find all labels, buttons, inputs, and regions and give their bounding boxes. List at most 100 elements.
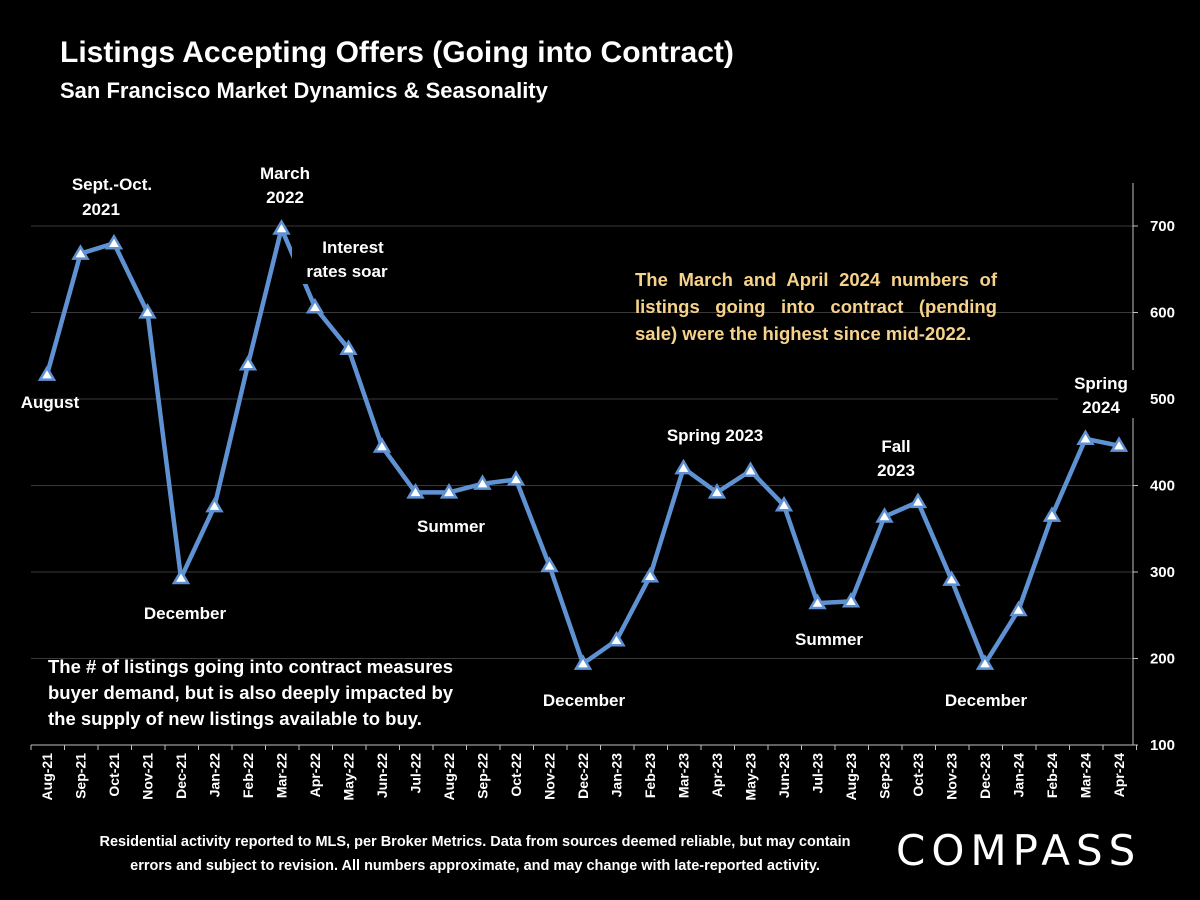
data-point-marker — [1009, 600, 1028, 617]
annotation-label: Spring — [1074, 374, 1128, 393]
annotation-backdrop — [292, 240, 404, 284]
annotation-label: Sept.-Oct. — [72, 175, 152, 194]
data-point-marker — [573, 654, 593, 670]
y-tick-label: 200 — [1150, 651, 1175, 668]
data-point-marker — [741, 461, 760, 477]
annotation-label: December — [543, 691, 626, 710]
annotation-label: Interest — [322, 238, 384, 257]
data-point-marker — [238, 354, 258, 371]
data-point-marker — [707, 482, 727, 499]
data-point-marker — [1109, 436, 1129, 452]
footer-line-1: Residential activity reported to MLS, pe… — [99, 834, 851, 850]
annotation-backdrop — [1058, 370, 1144, 418]
annotations: August Sept.-Oct. 2021 December March 2022 Int… — [21, 164, 1144, 710]
x-tick-label: Apr-24 — [1111, 753, 1127, 798]
x-tick-label: Jan-22 — [207, 753, 223, 798]
data-point-marker — [640, 566, 660, 583]
y-axis-ticks: 100 200 300 400 500 600 700 — [1133, 218, 1175, 754]
data-point-marker — [71, 244, 90, 260]
annotation-label: rates soar — [306, 262, 388, 281]
data-point-marker — [1042, 506, 1062, 522]
x-tick-label: Feb-23 — [642, 753, 658, 798]
y-tick-label: 500 — [1150, 391, 1175, 408]
chart-subtitle: San Francisco Market Dynamics & Seasonal… — [60, 78, 548, 103]
data-point-marker — [272, 219, 291, 235]
data-point-marker — [506, 469, 526, 486]
y-tick-label: 700 — [1150, 218, 1175, 235]
annotation-label: December — [945, 691, 1028, 710]
data-point-marker — [339, 339, 358, 355]
x-tick-label: Oct-22 — [508, 753, 524, 797]
callout-note-explainer: The # of listings going into contract me… — [48, 656, 454, 729]
x-tick-label: Jan-23 — [609, 753, 625, 798]
annotation-label: Summer — [795, 630, 863, 649]
x-tick-label: Apr-23 — [709, 753, 725, 798]
data-point-marker — [942, 570, 961, 586]
annotation-label: August — [21, 393, 80, 412]
x-tick-label: Dec-22 — [575, 753, 591, 799]
annotation-label: 2022 — [266, 188, 304, 207]
x-tick-label: Nov-22 — [542, 753, 558, 800]
x-tick-label: Sep-23 — [877, 753, 893, 799]
axes — [31, 183, 1134, 746]
data-point-marker — [171, 568, 191, 585]
annotation-label: 2023 — [877, 461, 915, 480]
data-point-marker — [540, 556, 559, 573]
annotation-label: March — [260, 164, 310, 183]
x-tick-label: Aug-21 — [39, 753, 55, 801]
data-point-marker — [439, 482, 459, 499]
annotation-label: Fall — [881, 437, 910, 456]
footer-disclaimer: Residential activity reported to MLS, pe… — [60, 830, 890, 878]
y-tick-label: 100 — [1150, 737, 1175, 754]
data-point-marker — [975, 654, 995, 670]
y-tick-label: 400 — [1150, 478, 1175, 495]
data-point-marker — [674, 458, 693, 475]
data-point-marker — [841, 591, 861, 608]
data-point-marker — [774, 495, 794, 512]
annotation-label: 2024 — [1082, 398, 1120, 417]
data-point-marker — [205, 496, 224, 513]
x-tick-label: Mar-22 — [274, 753, 290, 798]
x-tick-label: Feb-24 — [1044, 753, 1060, 798]
x-tick-label: May-22 — [341, 753, 357, 801]
data-point-marker — [372, 437, 392, 453]
x-tick-label: Jun-22 — [374, 753, 390, 798]
y-tick-label: 600 — [1150, 305, 1175, 322]
x-tick-label: Aug-23 — [843, 753, 859, 801]
data-point-marker — [908, 492, 928, 509]
annotation-label: 2021 — [82, 200, 120, 219]
data-point-marker — [1076, 429, 1095, 445]
data-point-marker — [104, 233, 124, 250]
annotation-label: Summer — [417, 517, 485, 536]
x-tick-label: May-23 — [743, 753, 759, 801]
x-tick-label: Jul-22 — [408, 753, 424, 794]
annotation-label: Spring 2023 — [667, 426, 763, 445]
x-tick-label: Feb-22 — [240, 753, 256, 798]
x-tick-label: Sep-21 — [73, 753, 89, 799]
y-tick-label: 300 — [1150, 564, 1175, 581]
data-point-marker — [305, 297, 325, 314]
x-tick-label: Apr-22 — [307, 753, 323, 798]
x-tick-label: Oct-21 — [106, 753, 122, 797]
x-axis-ticks: Aug-21 Sep-21 Oct-21 Nov-21 Dec-21 Jan-22 Feb-… — [30, 745, 1137, 801]
annotation-label: December — [144, 604, 227, 623]
footer-line-2: errors and subject to revision. All numb… — [130, 858, 820, 874]
data-point-marker — [808, 593, 827, 610]
data-point-marker — [473, 474, 492, 490]
x-tick-label: Jul-23 — [810, 753, 826, 794]
series-markers — [37, 219, 1129, 670]
data-point-marker — [406, 482, 425, 499]
x-tick-label: Mar-23 — [676, 753, 692, 798]
x-tick-label: Jun-23 — [776, 753, 792, 798]
x-tick-label: Nov-21 — [140, 753, 156, 800]
x-tick-label: Mar-24 — [1078, 753, 1094, 798]
data-point-marker — [607, 630, 626, 647]
annotation-backdrop — [848, 434, 944, 482]
data-point-marker — [875, 507, 894, 523]
x-tick-label: Sep-22 — [475, 753, 491, 799]
callout-note-highlight: The March and April 2024 numbers of list… — [635, 269, 997, 344]
compass-logo: COMPASS — [896, 826, 1142, 875]
chart-title: Listings Accepting Offers (Going into Co… — [60, 36, 734, 69]
x-tick-label: Jan-24 — [1011, 753, 1027, 798]
